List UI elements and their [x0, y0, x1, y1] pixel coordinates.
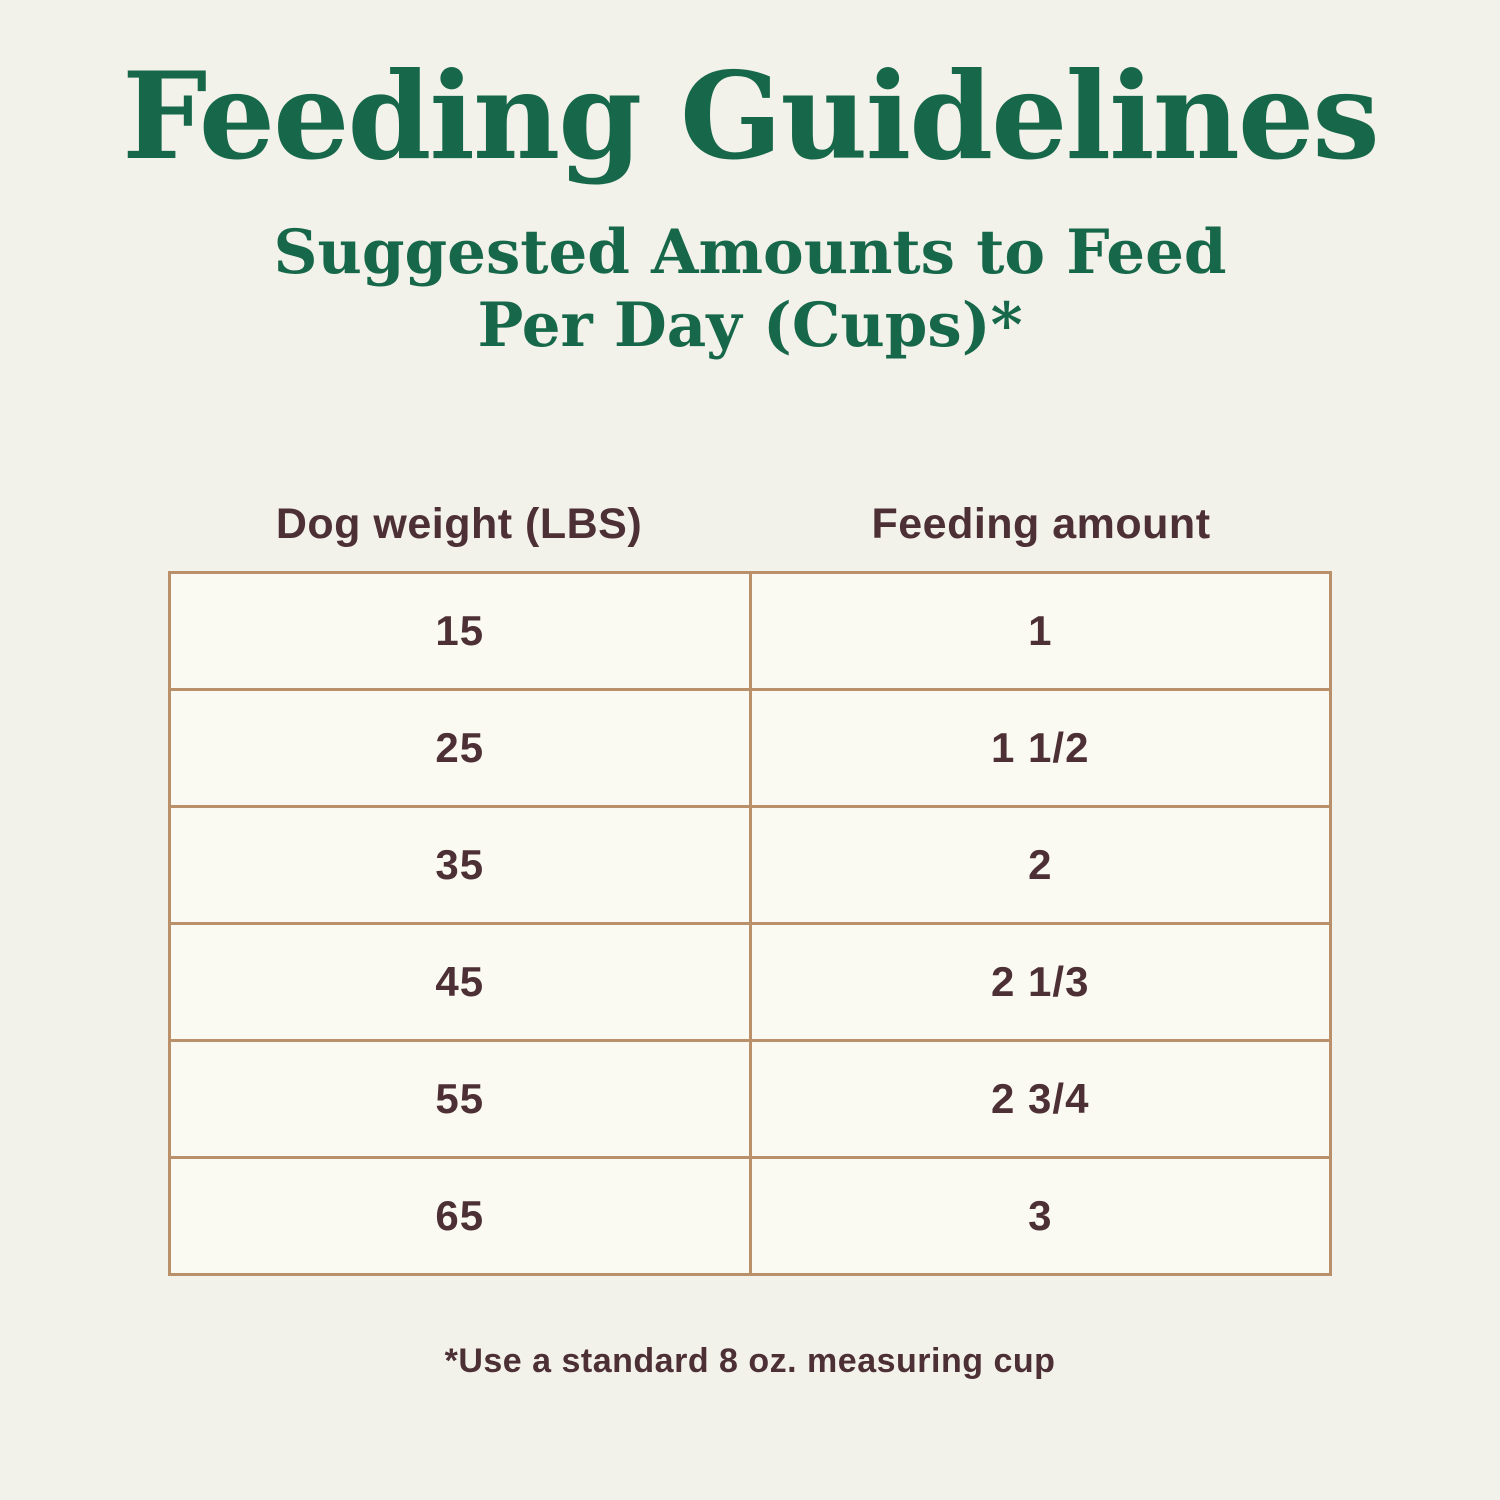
feeding-table-section: Dog weight (LBS) Feeding amount 15 1 25 … — [168, 500, 1332, 1276]
subtitle-line-2: Per Day (Cups)* — [477, 289, 1023, 361]
weight-cell: 15 — [168, 570, 752, 691]
table-column-headers: Dog weight (LBS) Feeding amount — [168, 500, 1332, 549]
feeding-table: 15 1 25 1 1/2 35 2 45 2 1/3 55 2 3/4 — [168, 570, 1332, 1276]
amount-cell: 1 — [748, 570, 1332, 691]
weight-cell: 35 — [168, 804, 752, 925]
amount-cell: 1 1/2 — [748, 687, 1332, 808]
table-row: 25 1 1/2 — [168, 687, 1332, 808]
amount-cell: 2 — [748, 804, 1332, 925]
column-header-dog-weight: Dog weight (LBS) — [275, 499, 643, 548]
amount-cell: 2 1/3 — [748, 921, 1332, 1042]
table-row: 55 2 3/4 — [168, 1038, 1332, 1159]
weight-cell: 45 — [168, 921, 752, 1042]
page-title: Feeding Guidelines — [122, 46, 1380, 187]
amount-cell: 2 3/4 — [748, 1038, 1332, 1159]
page-subtitle: Suggested Amounts to Feed Per Day (Cups)… — [0, 216, 1500, 362]
table-row: 15 1 — [168, 570, 1332, 691]
weight-cell: 65 — [168, 1155, 752, 1276]
weight-cell: 55 — [168, 1038, 752, 1159]
measuring-cup-footnote: *Use a standard 8 oz. measuring cup — [444, 1341, 1056, 1380]
table-row: 35 2 — [168, 804, 1332, 925]
table-row: 45 2 1/3 — [168, 921, 1332, 1042]
column-header-feeding-amount: Feeding amount — [871, 499, 1211, 548]
weight-cell: 25 — [168, 687, 752, 808]
amount-cell: 3 — [748, 1155, 1332, 1276]
table-row: 65 3 — [168, 1155, 1332, 1276]
subtitle-line-1: Suggested Amounts to Feed — [273, 216, 1227, 288]
